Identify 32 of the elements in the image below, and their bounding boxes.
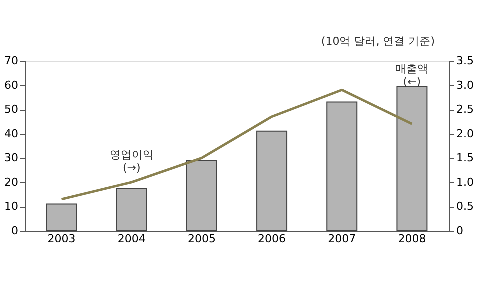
y2-tick-label: 2.5	[456, 103, 474, 116]
y-tick-label: 50	[4, 103, 18, 116]
bar	[46, 204, 78, 232]
y2-axis-title: (10억 달러, 연결 기준)	[321, 35, 435, 48]
y2-tick-label: 0.5	[456, 200, 474, 214]
x-tick-label: 2006	[258, 232, 286, 246]
x-tick-label: 2007	[328, 232, 356, 246]
y2-tick-label: 3.0	[456, 78, 474, 92]
series-label: 영업이익 (→)	[110, 148, 154, 174]
series-label: 매출액 (←)	[396, 62, 429, 88]
bar	[186, 160, 218, 232]
y-tick-label: 40	[4, 127, 18, 140]
bar	[326, 102, 358, 232]
x-tick-label: 2004	[118, 232, 146, 246]
y2-tick-label: 1.0	[456, 176, 474, 189]
y2-tick-label: 2.0	[456, 127, 474, 140]
bar	[396, 86, 428, 232]
y-tick-label: 30	[4, 152, 18, 165]
y2-tick-label: 1.5	[456, 152, 474, 165]
y-tick-label: 70	[4, 54, 18, 68]
x-tick-label: 2003	[48, 232, 76, 246]
y-tick-label: 10	[4, 200, 18, 214]
bar	[116, 188, 148, 232]
bar	[256, 130, 288, 232]
y-tick-label: 20	[4, 176, 18, 189]
y-tick-label: 60	[4, 78, 18, 92]
x-tick-label: 2008	[398, 232, 426, 246]
x-tick-label: 2005	[188, 232, 216, 246]
y-tick-label: 0	[12, 224, 18, 238]
line-series	[60, 88, 414, 201]
y2-tick-label: 0	[456, 224, 464, 238]
y2-tick-label: 3.5	[456, 54, 474, 68]
